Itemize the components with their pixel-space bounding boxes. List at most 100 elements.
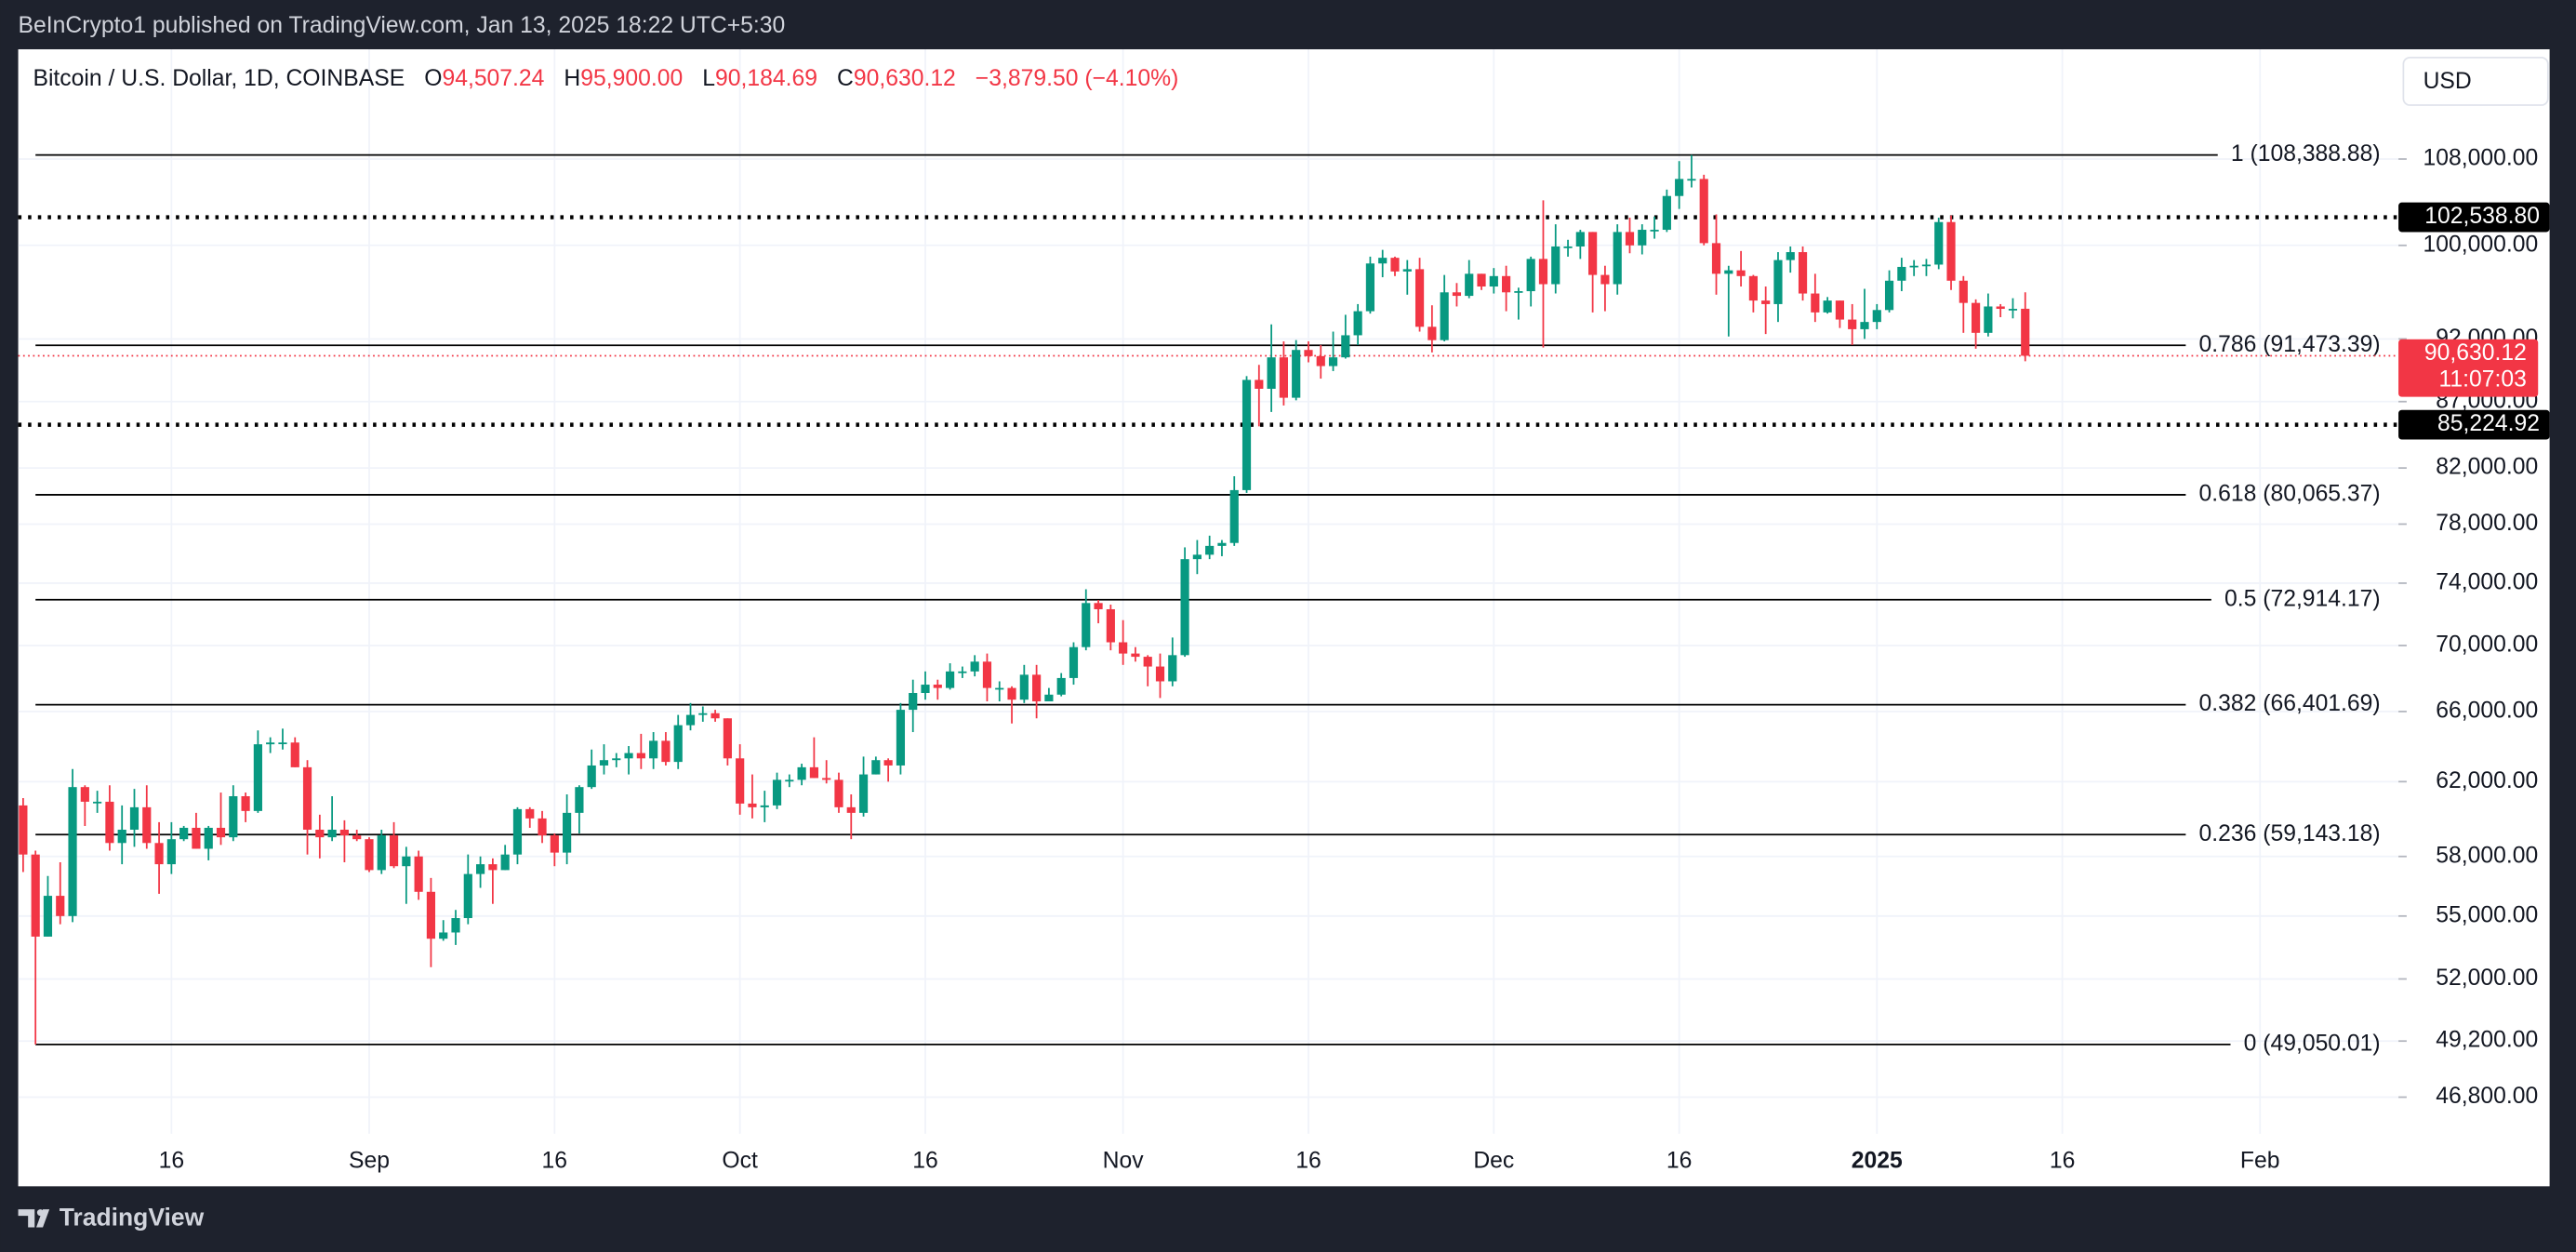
candle-body — [1675, 179, 1684, 196]
y-tick-label: 52,000.00 — [2436, 966, 2538, 991]
candle-body — [772, 779, 782, 806]
fib-level-label: 0.236 (59,143.18) — [2199, 821, 2381, 846]
candle-body — [1773, 260, 1783, 304]
candle-body — [1255, 380, 1264, 389]
candle-body — [1736, 270, 1746, 276]
candle-body — [339, 829, 349, 836]
candle-body — [909, 692, 918, 711]
candle-body — [1131, 653, 1140, 658]
candle-body — [599, 760, 609, 766]
candle-body — [166, 839, 176, 865]
candle-body — [1489, 275, 1498, 287]
candle-body — [19, 805, 28, 855]
candle-body — [982, 661, 992, 688]
candle-body — [563, 812, 572, 853]
candle-body — [1341, 335, 1350, 358]
chart-panel — [18, 48, 2550, 1187]
candle-body — [1934, 221, 1944, 265]
x-tick-label: 16 — [2050, 1148, 2076, 1173]
low-value: 90,184.69 — [715, 65, 817, 90]
candle-body — [1082, 603, 1091, 647]
candle-body — [1032, 674, 1042, 702]
change-value: −3,879.50 (−4.10%) — [976, 65, 1179, 90]
candle-body — [834, 779, 843, 807]
y-tick-label: 46,800.00 — [2436, 1084, 2538, 1109]
candle-body — [365, 839, 374, 871]
candle-body — [1440, 292, 1449, 340]
price-line-label: 85,224.92 — [2437, 411, 2540, 436]
candle-body — [1638, 230, 1647, 246]
candle-body — [921, 685, 930, 693]
candle-body — [1984, 306, 1993, 333]
candle-body — [68, 787, 77, 916]
price-line-tag — [2398, 202, 2550, 233]
candle-body — [995, 687, 1004, 690]
candle-body — [80, 787, 89, 802]
candle-body — [414, 856, 423, 892]
candle-body — [550, 835, 559, 853]
candle-body — [1526, 259, 1535, 292]
candle-body — [748, 803, 757, 807]
candle-body — [315, 829, 325, 838]
candle-body — [1761, 300, 1771, 304]
candle-body — [1414, 269, 1425, 327]
candle-body — [389, 835, 399, 867]
levels: 1 (108,388.88) 0.786 (91,473.39) 0.618 (80… — [18, 141, 2399, 1056]
high-value: 95,900.00 — [580, 65, 683, 90]
candle-body — [1502, 275, 1511, 293]
candle-body — [1662, 195, 1671, 231]
candle-body — [142, 806, 152, 844]
candle-body — [1292, 350, 1301, 398]
candle-body — [1724, 270, 1733, 274]
candle-body — [1465, 273, 1474, 297]
candles — [19, 154, 2030, 1045]
candle-body — [154, 843, 164, 865]
candle-body — [1365, 263, 1375, 312]
candle-body — [1452, 292, 1462, 297]
x-tick-label: Feb — [2240, 1148, 2280, 1173]
x-tick-label: 16 — [1666, 1148, 1693, 1173]
candle-body — [1316, 355, 1325, 366]
candle-body — [302, 766, 312, 830]
candle-body — [723, 718, 732, 759]
countdown-label: 11:07:03 — [2438, 366, 2526, 392]
axes: 108,000.00100,000.0092,000.0087,000.0082… — [159, 146, 2550, 1173]
currency-button-box[interactable] — [2402, 56, 2549, 106]
candle-body — [253, 744, 262, 811]
candle-body — [500, 854, 510, 871]
candle-body — [1217, 542, 1227, 546]
x-tick-label: 16 — [1295, 1148, 1321, 1173]
candle-body — [266, 742, 275, 745]
candle-body — [945, 671, 955, 688]
candle-body — [1304, 350, 1313, 356]
candle-body — [290, 742, 299, 767]
candle-body — [93, 801, 102, 804]
candle-body — [1711, 243, 1721, 274]
candle-body — [1909, 265, 1919, 268]
y-tick-label: 78,000.00 — [2436, 511, 2538, 536]
candle-body — [216, 827, 226, 838]
x-tick-label: 16 — [542, 1148, 568, 1173]
candle-body — [1094, 603, 1103, 609]
candle-body — [229, 795, 238, 838]
y-tick-label: 55,000.00 — [2436, 902, 2538, 927]
candle-body — [1019, 674, 1029, 700]
currency-button[interactable]: USD — [2402, 56, 2549, 106]
currency-label[interactable]: USD — [2423, 69, 2472, 94]
candle-body — [1155, 666, 1165, 682]
candle-body — [846, 806, 856, 813]
candle-body — [1884, 280, 1894, 311]
candle-body — [1180, 559, 1189, 656]
candle-body — [1168, 655, 1177, 682]
candle-body — [1538, 259, 1548, 285]
candle-body — [736, 758, 745, 804]
fib-level-label: 0.786 (91,473.39) — [2199, 332, 2381, 357]
candle-body — [933, 685, 942, 688]
price-line-label: 102,538.80 — [2424, 204, 2540, 229]
candle-body — [1600, 274, 1610, 285]
candle-body — [710, 713, 720, 719]
candle-body — [1748, 275, 1758, 301]
candle-body — [1786, 252, 1795, 260]
